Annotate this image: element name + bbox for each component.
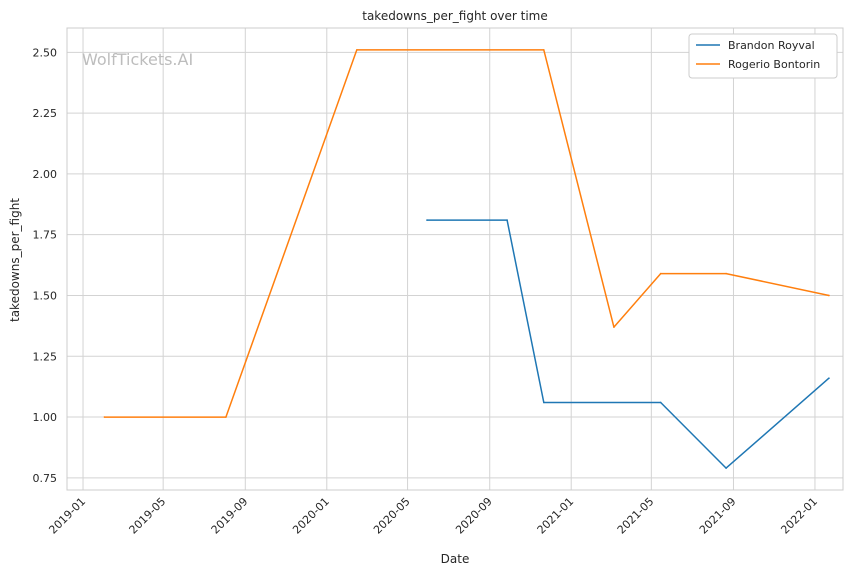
data-point <box>356 49 358 51</box>
data-point <box>506 219 508 221</box>
x-tick-label: 2019-05 <box>127 495 169 537</box>
x-tick-label: 2019-09 <box>209 495 251 537</box>
data-point <box>725 467 727 469</box>
legend-entry-label: Rogerio Bontorin <box>728 58 820 71</box>
tick-labels: 2019-01 2019-05 2019-09 2020-01 2020-05 2020-… <box>33 46 821 536</box>
x-tick-label: 2022-01 <box>778 495 820 537</box>
data-point <box>543 49 545 51</box>
data-point <box>613 326 615 328</box>
y-axis-label: takedowns_per_fight <box>8 198 22 322</box>
x-tick-label: 2020-01 <box>290 495 332 537</box>
legend-box <box>688 33 838 79</box>
data-point <box>543 401 545 404</box>
data-point <box>659 401 662 404</box>
x-tick-label: 2019-01 <box>46 495 88 537</box>
data-point <box>103 416 106 418</box>
y-tick-label: 1.75 <box>33 229 58 242</box>
x-tick-label: 2020-05 <box>371 495 413 537</box>
data-point <box>828 294 830 297</box>
y-tick-label: 2.00 <box>33 168 58 181</box>
y-tick-label: 1.25 <box>33 350 58 363</box>
plot-area-frame <box>66 27 844 491</box>
series-lines <box>103 49 830 469</box>
data-point <box>225 416 227 418</box>
x-tick-label: 2021-01 <box>535 495 577 537</box>
x-tick-label: 2021-05 <box>615 495 657 537</box>
legend-entry-label: Brandon Royval <box>728 39 815 52</box>
y-tick-label: 2.25 <box>33 107 58 120</box>
data-point <box>426 219 428 221</box>
series-line-0 <box>427 219 830 469</box>
y-tick-label: 2.50 <box>33 46 58 59</box>
x-axis-label: Date <box>441 552 470 566</box>
watermark-text: WolfTickets.AI <box>82 50 193 69</box>
data-point <box>828 377 830 379</box>
x-tick-label: 2021-09 <box>697 495 739 537</box>
data-point <box>659 272 662 275</box>
data-point <box>725 272 727 275</box>
x-tick-label: 2020-09 <box>453 495 495 537</box>
chart-title: takedowns_per_fight over time <box>362 9 548 23</box>
grid-lines <box>67 28 843 490</box>
series-line-1 <box>104 49 830 418</box>
y-tick-label: 0.75 <box>33 472 58 485</box>
y-tick-label: 1.50 <box>33 289 58 302</box>
y-tick-label: 1.00 <box>33 411 58 424</box>
legend: Brandon Royval Rogerio Bontorin <box>688 33 838 79</box>
